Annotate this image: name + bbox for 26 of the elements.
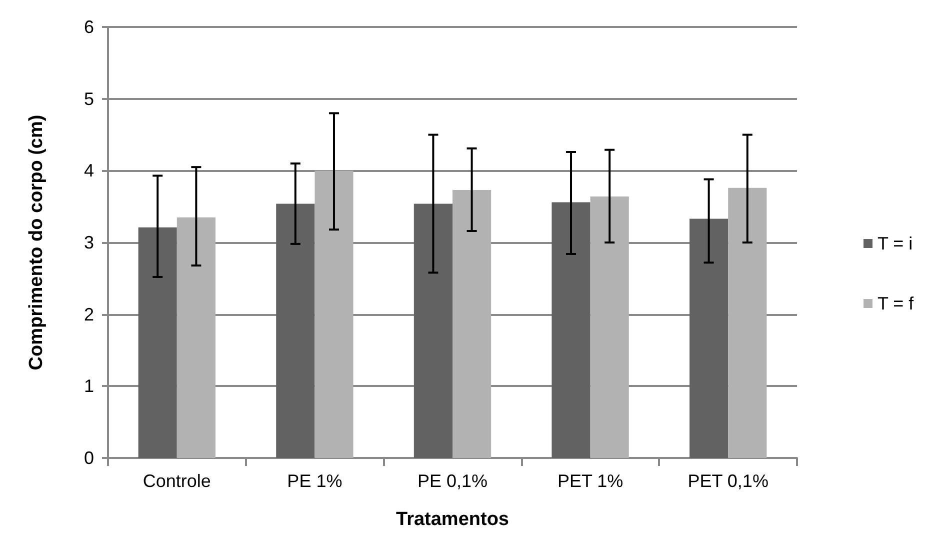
bar: [414, 204, 452, 458]
bar: [276, 204, 315, 458]
x-tick-label: PE 0,1%: [417, 471, 488, 491]
x-tick-label: PET 0,1%: [688, 471, 768, 491]
legend-label: T = i: [877, 234, 913, 254]
y-tick-label: 5: [84, 88, 94, 109]
y-tick-label: 3: [84, 232, 94, 252]
y-tick-label: 6: [84, 17, 94, 37]
x-tick-label: PET 1%: [557, 471, 624, 491]
bar: [552, 202, 590, 458]
bar: [728, 188, 767, 458]
y-axis-title: Comprimento do corpo (cm): [26, 114, 47, 370]
bar: [138, 227, 177, 458]
y-tick-label: 2: [84, 304, 94, 324]
x-tick-label: PE 1%: [287, 471, 342, 491]
x-axis-title: Tratamentos: [396, 509, 509, 530]
y-tick-label: 1: [84, 376, 94, 396]
bar: [176, 217, 216, 458]
y-tick-label: 4: [84, 160, 94, 181]
y-tick-label: 0: [84, 448, 94, 468]
bar: [314, 170, 354, 458]
legend-label: T = f: [877, 294, 915, 314]
x-tick-label: Controle: [142, 471, 211, 491]
bar: [690, 218, 728, 458]
bar: [452, 190, 492, 458]
bar: [590, 196, 629, 458]
